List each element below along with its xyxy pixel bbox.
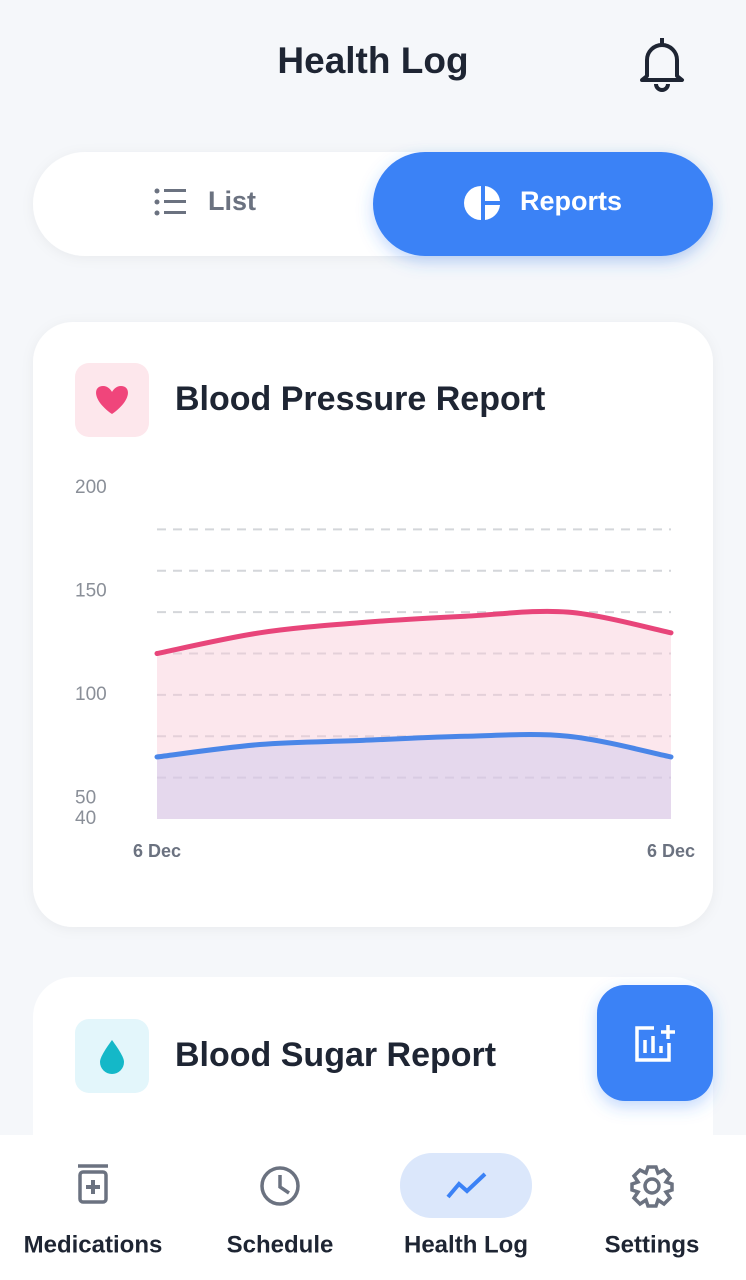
x-tick-label: 6 Dec [647, 841, 695, 861]
tab-list[interactable]: List [208, 186, 256, 216]
card [33, 322, 713, 927]
line [154, 608, 674, 656]
x-tick-label: 6 Dec [133, 841, 181, 861]
fab[interactable] [597, 985, 713, 1101]
page-title: Health Log [277, 40, 468, 81]
area [157, 611, 671, 819]
line [154, 732, 674, 760]
drop-icon [100, 1040, 124, 1074]
card-title: Blood Sugar Report [175, 1036, 496, 1074]
y-tick-label: 200 [75, 477, 107, 498]
nav-active-bg [400, 1153, 532, 1218]
card [33, 977, 713, 1177]
nav-label[interactable]: Medications [24, 1231, 163, 1258]
heart-icon [96, 386, 128, 414]
nav-label[interactable]: Settings [605, 1231, 700, 1258]
schedule-icon [260, 1166, 300, 1206]
bottom-nav [0, 1135, 746, 1280]
bell-icon[interactable] [640, 38, 684, 92]
list-icon [154, 188, 186, 216]
fab-icon [635, 1025, 675, 1062]
settings-icon [630, 1165, 674, 1208]
tab-active-bg[interactable] [373, 152, 713, 256]
y-tick-label: 50 [75, 787, 96, 808]
card-title: Blood Pressure Report [175, 380, 545, 418]
nav-label[interactable]: Schedule [227, 1231, 334, 1258]
healthlog-icon [446, 1172, 487, 1199]
tab-reports[interactable]: Reports [520, 186, 622, 216]
y-tick-label: 150 [75, 580, 107, 601]
medications-icon [78, 1164, 108, 1204]
area [157, 734, 671, 819]
y-tick-label: 100 [75, 684, 107, 705]
nav-label[interactable]: Health Log [404, 1231, 528, 1258]
reports-icon [464, 186, 500, 220]
y-tick-label: 40 [75, 808, 96, 829]
